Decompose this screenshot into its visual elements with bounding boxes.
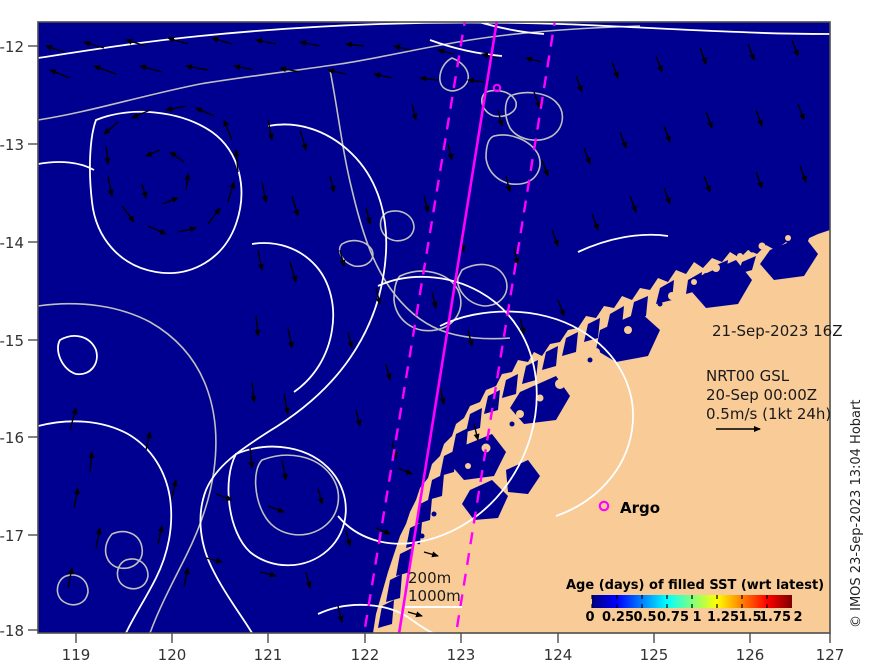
colorbar-tick-label: 2 [793, 610, 802, 625]
x-axis-tick-labels: 119 120 121 122 123 124 125 126 127 [62, 646, 845, 664]
landmass [373, 230, 830, 633]
y-tick-label: -17 [0, 527, 24, 545]
colorbar-title: Age (days) of filled SST (wrt latest) [566, 578, 824, 593]
y-tick-label: -15 [0, 332, 24, 350]
y-tick-label: -18 [0, 622, 24, 640]
colorbar: Age (days) of filled SST (wrt latest) 0 … [566, 578, 824, 625]
x-tick-label: 126 [736, 646, 765, 664]
y-tick-label: -14 [0, 234, 24, 252]
depth-legend-label-1000m: 1000m [408, 587, 461, 605]
x-tick-label: 121 [254, 646, 283, 664]
timestamp-text: 21-Sep-2023 16Z [712, 322, 843, 340]
x-tick-label: 127 [816, 646, 845, 664]
x-tick-label: 119 [62, 646, 91, 664]
vector-scale-text: 0.5m/s (1kt 24h) [706, 405, 831, 423]
x-tick-label: 122 [351, 646, 380, 664]
argo-legend: Argo [598, 499, 660, 517]
colorbar-tick-label: 1.5 [738, 610, 761, 625]
satellite-swath-lines [362, 22, 556, 633]
credit-text: © IMOS 23-Sep-2023 13:04 Hobart [849, 400, 864, 628]
colorbar-tick-labels: 0 0.25 0.5 0.75 1 1.25 1.5 1.75 2 [585, 610, 802, 625]
swath-edge-east [454, 22, 556, 633]
colorbar-tick-label: 0.25 [602, 610, 634, 625]
plot-frame [37, 21, 831, 634]
x-tick-label: 124 [544, 646, 573, 664]
y-axis-ticks [28, 45, 38, 631]
y-tick-label: -16 [0, 429, 24, 447]
argo-marker-icon [598, 500, 610, 512]
model-name-text: NRT00 GSL [706, 367, 790, 385]
colorbar-tick-label: 0 [585, 610, 594, 625]
y-tick-label: -12 [0, 38, 24, 56]
argo-legend-label: Argo [620, 499, 660, 517]
y-tick-label: -13 [0, 136, 24, 154]
colorbar-tick-label: 0.5 [633, 610, 656, 625]
islands [413, 235, 803, 549]
depth-contour-legend: 200m 1000m [405, 569, 462, 608]
model-annotation: NRT00 GSL 20-Sep 00:00Z 0.5m/s (1kt 24h) [706, 367, 831, 432]
colorbar-tick-label: 1.75 [759, 610, 791, 625]
x-tick-label: 120 [158, 646, 187, 664]
colorbar-tick-label: 1 [692, 610, 701, 625]
colorbar-ticks [591, 595, 768, 608]
argo-float-markers [492, 83, 502, 93]
x-tick-label: 123 [447, 646, 476, 664]
swath-center-line [397, 22, 499, 633]
swath-edge-west [362, 22, 466, 633]
timestamp-annotation: 21-Sep-2023 16Z [712, 322, 843, 340]
y-axis-tick-labels: -12 -13 -14 -15 -16 -17 -18 [0, 38, 24, 640]
colorbar-tick-label: 0.75 [657, 610, 689, 625]
model-time-text: 20-Sep 00:00Z [706, 386, 817, 404]
x-axis-ticks [75, 633, 831, 643]
colorbar-tick-label: 1.25 [707, 610, 739, 625]
depth-legend-label-200m: 200m [408, 569, 451, 587]
x-tick-label: 125 [640, 646, 669, 664]
